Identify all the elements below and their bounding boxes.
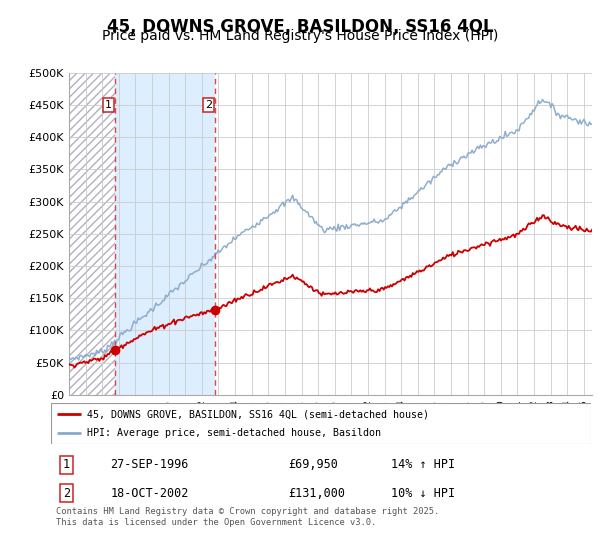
Text: £131,000: £131,000 xyxy=(289,487,346,500)
Text: 45, DOWNS GROVE, BASILDON, SS16 4QL (semi-detached house): 45, DOWNS GROVE, BASILDON, SS16 4QL (sem… xyxy=(87,409,429,419)
Text: Contains HM Land Registry data © Crown copyright and database right 2025.
This d: Contains HM Land Registry data © Crown c… xyxy=(56,507,440,527)
Text: 2: 2 xyxy=(205,100,212,110)
Text: 27-SEP-1996: 27-SEP-1996 xyxy=(110,458,189,472)
Bar xyxy=(69,73,115,395)
Text: 1: 1 xyxy=(63,458,70,472)
Text: Price paid vs. HM Land Registry's House Price Index (HPI): Price paid vs. HM Land Registry's House … xyxy=(102,29,498,43)
Bar xyxy=(115,73,215,395)
Text: 14% ↑ HPI: 14% ↑ HPI xyxy=(391,458,455,472)
Text: 1: 1 xyxy=(105,100,112,110)
Text: 18-OCT-2002: 18-OCT-2002 xyxy=(110,487,189,500)
Text: 2: 2 xyxy=(63,487,70,500)
Text: £69,950: £69,950 xyxy=(289,458,338,472)
Text: HPI: Average price, semi-detached house, Basildon: HPI: Average price, semi-detached house,… xyxy=(87,428,381,437)
Text: 10% ↓ HPI: 10% ↓ HPI xyxy=(391,487,455,500)
Text: 45, DOWNS GROVE, BASILDON, SS16 4QL: 45, DOWNS GROVE, BASILDON, SS16 4QL xyxy=(107,18,493,36)
